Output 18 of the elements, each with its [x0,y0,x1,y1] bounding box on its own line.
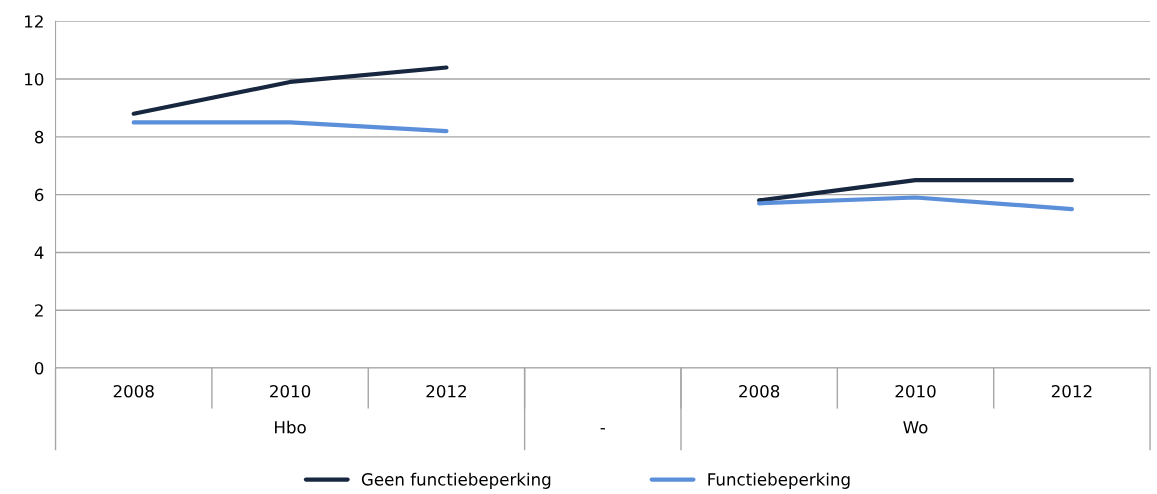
y-tick-label: 0 [34,361,44,375]
x-tick-label: 2012 [1051,384,1092,398]
x-tick-label: 2012 [426,384,466,398]
y-tick-label: 8 [34,130,44,144]
y-tick-label: 10 [25,73,44,86]
x-tick-label: 2008 [739,384,780,398]
x-tick-label: 2010 [895,384,936,398]
y-tick-label: 12 [25,15,43,28]
text: Wo [903,421,928,434]
text: - [600,428,605,430]
x-tick-label: 2010 [270,384,311,398]
text: Hbo [275,420,306,434]
legend-label: Functiebeperking [708,472,850,489]
x-tick-label: 2008 [113,384,154,398]
y-tick-label: 2 [35,304,43,317]
legend-label: Geen functiebeperking [361,472,551,489]
y-tick-label: 4 [34,246,44,259]
y-tick-label: 6 [34,188,44,202]
